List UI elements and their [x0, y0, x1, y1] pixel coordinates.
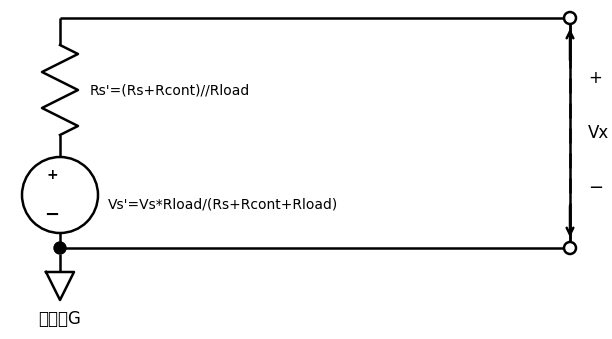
Text: −: −: [588, 179, 603, 197]
Text: Vs'=Vs*Rload/(Rs+Rcont+Rload): Vs'=Vs*Rload/(Rs+Rcont+Rload): [108, 198, 338, 212]
Text: Vx: Vx: [588, 124, 610, 142]
Circle shape: [564, 12, 576, 24]
Text: Rs'=(Rs+Rcont)//Rload: Rs'=(Rs+Rcont)//Rload: [90, 83, 250, 97]
Text: +: +: [588, 69, 602, 87]
Text: 参考地G: 参考地G: [38, 310, 81, 328]
Text: +: +: [46, 168, 58, 182]
Circle shape: [564, 242, 576, 254]
Circle shape: [54, 242, 66, 254]
Text: −: −: [45, 206, 59, 224]
